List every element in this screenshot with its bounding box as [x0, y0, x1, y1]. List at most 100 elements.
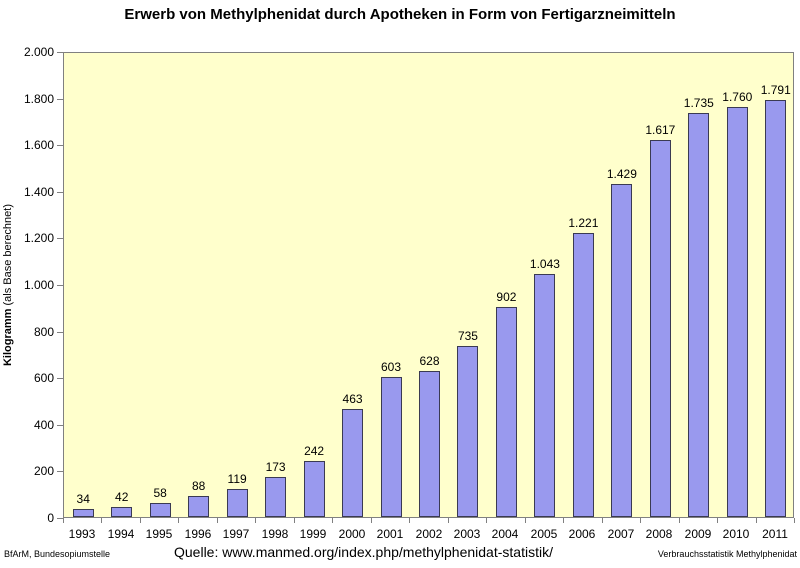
bar-1996	[188, 496, 209, 517]
y-tick-label: 2.000	[23, 45, 54, 59]
bar-1999	[304, 461, 325, 517]
bar-value-label-2010: 1.760	[722, 90, 753, 104]
y-tick	[57, 332, 63, 333]
bar-1994	[111, 507, 132, 517]
bar-2006	[573, 233, 594, 517]
x-tick	[63, 518, 64, 523]
x-tick-label-2011: 2011	[762, 527, 788, 541]
chart-title: Erwerb von Methylphenidat durch Apotheke…	[124, 6, 676, 23]
y-axis-title-bold: Kilogramm	[2, 308, 14, 367]
bar-1998	[265, 477, 286, 517]
x-tick	[794, 518, 795, 523]
x-tick	[217, 518, 218, 523]
bar-value-label-1997: 119	[227, 472, 247, 486]
bar-2004	[496, 307, 517, 517]
footer-statistic-name: Verbrauchsstatistik Methylphenidat	[657, 549, 797, 559]
x-tick	[409, 518, 410, 523]
x-tick-label-2010: 2010	[722, 527, 750, 541]
x-tick-label-2004: 2004	[491, 527, 519, 541]
y-tick	[57, 285, 63, 286]
x-tick	[756, 518, 757, 523]
bar-1993	[73, 509, 94, 517]
y-tick-label: 1.600	[23, 138, 54, 152]
bar-2002	[419, 371, 440, 517]
y-tick-label: 800	[33, 325, 54, 339]
bar-2000	[342, 409, 363, 517]
y-tick	[57, 378, 63, 379]
x-tick	[101, 518, 102, 523]
x-tick-label-2000: 2000	[338, 527, 366, 541]
y-axis-title: Kilogramm (als Base berechnet)	[2, 185, 18, 385]
bar-value-label-2009: 1.735	[683, 96, 714, 110]
bar-2011	[765, 100, 786, 517]
y-tick	[57, 471, 63, 472]
bar-2010	[727, 107, 748, 517]
plot-area: 34 42 58 88 119 173 242 463 603 628 735 902 1.043 1.2…	[63, 52, 794, 518]
y-tick-label: 400	[33, 418, 54, 432]
bar-value-label-1995: 58	[153, 486, 167, 500]
x-tick	[332, 518, 333, 523]
bar-2008	[650, 140, 671, 517]
x-tick-label-2006: 2006	[568, 527, 596, 541]
x-tick	[640, 518, 641, 523]
bar-value-label-2004: 902	[496, 290, 517, 304]
y-tick-label: 1.000	[23, 278, 54, 292]
y-tick	[57, 192, 63, 193]
x-tick-label-1999: 1999	[299, 527, 327, 541]
bar-value-label-1999: 242	[304, 444, 325, 458]
bar-value-label-2006: 1.221	[568, 216, 599, 230]
bar-value-label-1994: 42	[115, 490, 129, 504]
bar-value-label-2001: 603	[381, 360, 402, 374]
x-tick	[140, 518, 141, 523]
y-tick	[57, 99, 63, 100]
bar-value-label-2005: 1.043	[529, 257, 560, 271]
x-tick	[602, 518, 603, 523]
bar-value-label-1996: 88	[191, 479, 206, 493]
x-tick-label-2002: 2002	[415, 527, 443, 541]
x-tick-label-2005: 2005	[530, 527, 558, 541]
x-tick-label-2009: 2009	[684, 527, 712, 541]
y-tick	[57, 518, 63, 519]
bar-value-label-2003: 735	[457, 329, 478, 343]
bar-2003	[457, 346, 478, 517]
x-tick	[294, 518, 295, 523]
bar-2007	[611, 184, 632, 517]
footer-source-agency: BfArM, Bundesopiumstelle	[4, 549, 111, 559]
x-tick	[448, 518, 449, 523]
y-tick-label: 200	[33, 464, 54, 478]
bar-value-label-2007: 1.429	[606, 167, 637, 181]
bar-2001	[381, 377, 402, 517]
bar-value-label-1993: 34	[76, 492, 90, 506]
bar-value-label-2000: 463	[342, 392, 363, 406]
y-axis-title-rest: (als Base berechnet)	[2, 203, 14, 309]
bar-value-label-2002: 628	[419, 354, 440, 368]
x-tick	[525, 518, 526, 523]
bar-2005	[534, 274, 555, 517]
x-tick	[255, 518, 256, 523]
y-tick	[57, 52, 63, 53]
bar-1995	[150, 503, 171, 517]
y-tick	[57, 238, 63, 239]
bar-value-label-2011: 1.791	[760, 83, 791, 97]
x-tick-label-2008: 2008	[645, 527, 673, 541]
y-tick-label: 1.400	[23, 185, 54, 199]
y-tick-label: 1.200	[23, 231, 54, 245]
x-tick-label-1998: 1998	[261, 527, 289, 541]
y-tick	[57, 425, 63, 426]
x-tick-label-2007: 2007	[607, 527, 635, 541]
x-tick-label-1996: 1996	[184, 527, 212, 541]
footer-source-url: Quelle: www.manmed.org/index.php/methylp…	[174, 544, 553, 560]
bar-1997	[227, 489, 248, 517]
x-tick-label-1994: 1994	[107, 527, 135, 541]
y-tick	[57, 145, 63, 146]
x-tick	[178, 518, 179, 523]
x-tick	[371, 518, 372, 523]
x-tick	[563, 518, 564, 523]
x-tick-label-2001: 2001	[376, 527, 404, 541]
x-tick-label-2003: 2003	[453, 527, 481, 541]
x-tick-label-1997: 1997	[222, 527, 250, 541]
y-tick-label: 600	[33, 371, 54, 385]
y-tick-label: 0	[47, 511, 54, 525]
x-tick	[679, 518, 680, 523]
